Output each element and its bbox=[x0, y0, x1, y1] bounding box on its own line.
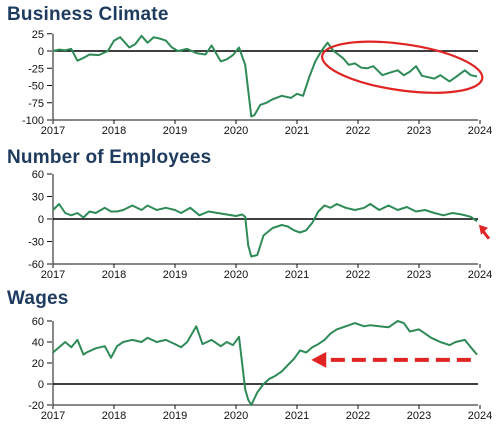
y-tick-label: 60 bbox=[32, 169, 44, 181]
x-tick-label: 2018 bbox=[102, 410, 126, 422]
x-tick-label: 2019 bbox=[163, 269, 187, 281]
y-tick-label: 0 bbox=[38, 379, 44, 391]
x-tick-label: 2021 bbox=[285, 410, 309, 422]
x-tick-label: 2022 bbox=[346, 410, 370, 422]
y-tick-label: -60 bbox=[28, 259, 44, 271]
x-tick-label: 2021 bbox=[285, 125, 309, 137]
y-tick-label: -20 bbox=[28, 400, 44, 412]
series-line bbox=[52, 203, 478, 258]
x-tick-label: 2023 bbox=[407, 269, 431, 281]
x-tick-label: 2022 bbox=[346, 269, 370, 281]
y-tick-label: -75 bbox=[28, 98, 44, 110]
x-tick-label: 2019 bbox=[163, 410, 187, 422]
y-tick-label: -50 bbox=[28, 81, 44, 93]
y-tick-label: 0 bbox=[38, 46, 44, 58]
x-tick-label: 2021 bbox=[285, 269, 309, 281]
panel-title-business-climate: Business Climate bbox=[7, 4, 169, 25]
y-tick-label: 40 bbox=[32, 337, 44, 349]
dashed-arrow-icon bbox=[311, 351, 471, 368]
x-tick-label: 2020 bbox=[224, 269, 248, 281]
x-tick-label: 2024 bbox=[468, 269, 492, 281]
x-tick-label: 2018 bbox=[102, 125, 126, 137]
y-tick-label: -30 bbox=[28, 237, 44, 249]
x-tick-label: 2018 bbox=[102, 269, 126, 281]
x-tick-label: 2023 bbox=[407, 125, 431, 137]
x-tick-label: 2017 bbox=[41, 125, 65, 137]
y-tick-label: 30 bbox=[32, 192, 44, 204]
highlight-ellipse bbox=[321, 40, 484, 94]
y-tick-label: -25 bbox=[28, 63, 44, 75]
x-tick-label: 2020 bbox=[224, 410, 248, 422]
panel-title-wages: Wages bbox=[7, 288, 69, 309]
x-tick-label: 2023 bbox=[407, 410, 431, 422]
y-tick-label: 60 bbox=[32, 316, 44, 328]
series-line bbox=[52, 34, 478, 118]
series-line bbox=[52, 320, 478, 406]
x-tick-label: 2017 bbox=[41, 410, 65, 422]
red-arrow-icon bbox=[478, 224, 491, 240]
x-tick-label: 2024 bbox=[468, 125, 492, 137]
x-tick-label: 2020 bbox=[224, 125, 248, 137]
y-tick-label: 25 bbox=[32, 29, 44, 41]
y-tick-label: -100 bbox=[22, 115, 44, 127]
x-tick-label: 2019 bbox=[163, 125, 187, 137]
y-tick-label: 0 bbox=[38, 214, 44, 226]
x-tick-label: 2017 bbox=[41, 269, 65, 281]
y-tick-label: 20 bbox=[32, 358, 44, 370]
x-tick-label: 2024 bbox=[468, 410, 492, 422]
panel-title-number-of-employees: Number of Employees bbox=[7, 147, 212, 168]
x-tick-label: 2022 bbox=[346, 125, 370, 137]
